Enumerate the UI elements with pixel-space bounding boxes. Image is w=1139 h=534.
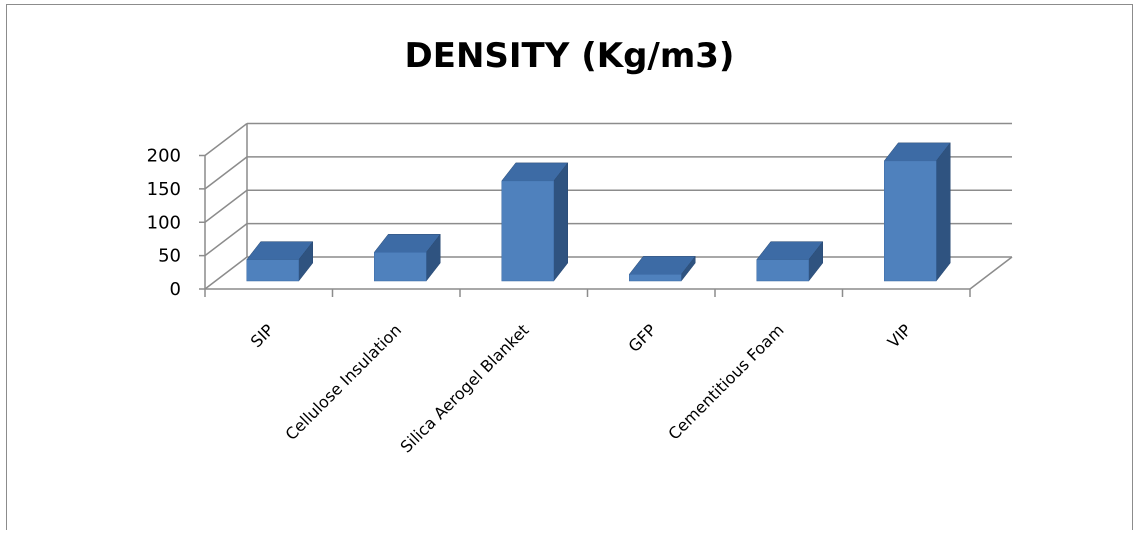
x-category-label: Cementitious Foam — [664, 320, 787, 443]
bar-side-face — [553, 162, 568, 282]
y-tick-label: 50 — [158, 246, 181, 267]
bar-front-face — [756, 259, 809, 282]
y-tick-label: 100 — [147, 212, 181, 233]
bar-cementitious-foam — [756, 240, 824, 282]
bar-vip — [883, 142, 951, 282]
gridline-wall-200 — [204, 122, 248, 157]
y-tick-label: 150 — [147, 179, 181, 200]
bar-front-face — [374, 252, 427, 282]
bar-gfp — [628, 255, 696, 282]
x-category-label: Silica Aerogel Blanket — [397, 320, 533, 456]
x-category-label: SIP — [247, 320, 278, 351]
gridline-wall-50 — [204, 223, 248, 257]
bar-front-face — [884, 160, 937, 282]
gridline-wall-150 — [204, 156, 248, 190]
bar-layer — [246, 142, 951, 282]
bar-front-face — [629, 274, 682, 282]
x-category-label: Cellulose Insulation — [281, 320, 405, 444]
chart-title: DENSITY (Kg/m3) — [404, 36, 735, 76]
bar-side-face — [936, 142, 951, 282]
x-category-label: VIP — [884, 320, 916, 352]
chart-frame — [6, 4, 1133, 530]
bar-front-face — [246, 259, 299, 282]
bar-sip — [246, 240, 314, 282]
y-tick-label: 200 — [147, 146, 181, 167]
gridline-wall-0 — [204, 256, 248, 290]
bar-front-face — [501, 180, 554, 282]
bar-silica-aerogel-blanket — [501, 162, 569, 282]
floor-right-edge — [969, 256, 1013, 290]
bar-cellulose-insulation — [373, 233, 441, 282]
x-category-label: GFP — [625, 320, 661, 356]
chart-frame-right-edge — [1132, 4, 1133, 530]
axis-layer — [199, 123, 1013, 297]
y-tick-label: 0 — [170, 279, 181, 300]
gridline-wall-100 — [204, 189, 248, 223]
